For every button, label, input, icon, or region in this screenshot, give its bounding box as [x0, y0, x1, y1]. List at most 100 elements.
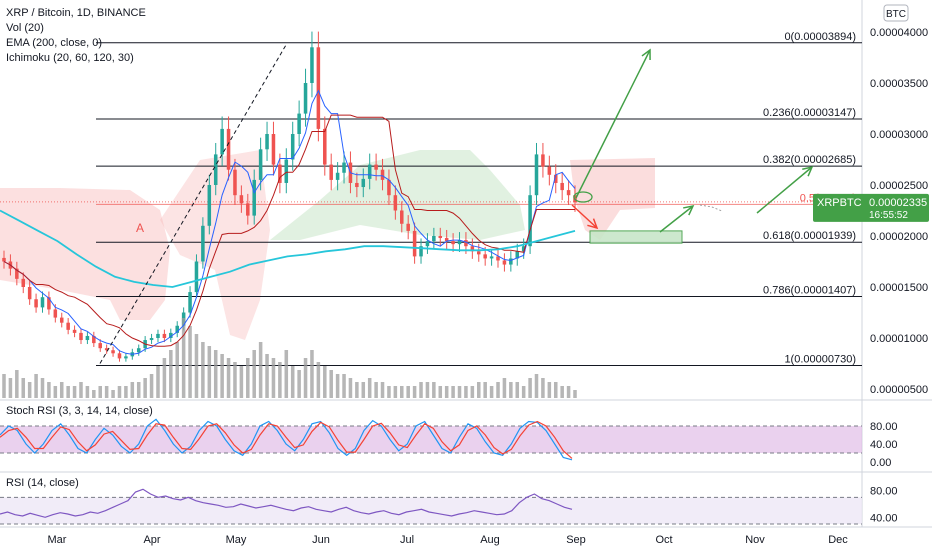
candle-body[interactable]	[226, 128, 231, 170]
candle-body[interactable]	[246, 203, 250, 216]
candle-body[interactable]	[92, 335, 96, 344]
candle-body[interactable]	[483, 254, 487, 259]
candle-body[interactable]	[566, 190, 571, 196]
candle-body[interactable]	[534, 154, 539, 196]
candle-body[interactable]	[361, 178, 366, 188]
candle-body[interactable]	[85, 335, 90, 341]
candle-body[interactable]	[303, 83, 308, 114]
candle-body[interactable]	[406, 223, 410, 231]
candle-body[interactable]	[367, 164, 372, 179]
candle-body[interactable]	[53, 309, 58, 318]
candle-body[interactable]	[509, 258, 513, 265]
candle-body[interactable]	[451, 241, 455, 245]
candle-body[interactable]	[40, 297, 45, 308]
candle-body[interactable]	[496, 256, 500, 261]
volume-bar	[335, 374, 340, 398]
candle-body[interactable]	[464, 240, 468, 247]
candle-body[interactable]	[98, 343, 103, 349]
candle-body[interactable]	[278, 164, 282, 183]
candle-body[interactable]	[329, 164, 333, 180]
candle-body[interactable]	[553, 174, 558, 183]
candle-body[interactable]	[27, 287, 32, 300]
rsi-title: RSI (14, close)	[6, 477, 79, 489]
candle-body[interactable]	[207, 185, 212, 226]
candle-body[interactable]	[290, 134, 295, 160]
candle-body[interactable]	[136, 348, 141, 353]
candle-body[interactable]	[380, 169, 385, 180]
candle-body[interactable]	[79, 332, 83, 341]
candle-body[interactable]	[201, 225, 205, 262]
candle-body[interactable]	[66, 322, 70, 330]
candle-body[interactable]	[444, 238, 449, 242]
ichimoku-cloud-bearish	[570, 158, 655, 240]
candle-body[interactable]	[355, 182, 359, 188]
candle-body[interactable]	[400, 210, 404, 224]
candle-body[interactable]	[194, 261, 199, 293]
candle-body[interactable]	[149, 338, 154, 341]
candle-body[interactable]	[47, 297, 51, 310]
candle-body[interactable]	[521, 246, 526, 252]
candle-body[interactable]	[515, 251, 520, 259]
candle-body[interactable]	[425, 241, 430, 247]
candle-body[interactable]	[342, 162, 346, 173]
candle-body[interactable]	[284, 159, 289, 183]
candle-body[interactable]	[169, 332, 173, 338]
candle-body[interactable]	[156, 333, 160, 338]
candle-body[interactable]	[560, 182, 564, 191]
candle-body[interactable]	[233, 169, 237, 196]
candle-body[interactable]	[412, 230, 417, 257]
candle-body[interactable]	[316, 47, 321, 129]
candle-body[interactable]	[265, 134, 269, 150]
candle-body[interactable]	[104, 348, 109, 351]
indicator-label: Ichimoku (20, 60, 120, 30)	[6, 52, 134, 64]
candle-body[interactable]	[15, 268, 19, 279]
candle-body[interactable]	[297, 113, 301, 134]
candle-body[interactable]	[419, 246, 423, 257]
volume-bar	[130, 382, 135, 398]
currency-badge[interactable]	[883, 4, 909, 22]
candle-body[interactable]	[252, 179, 256, 216]
candle-body[interactable]	[111, 350, 115, 354]
stoch-k-line	[0, 418, 573, 461]
rsi-line	[0, 488, 573, 518]
fib-level-label: 0.786(0.00001407)	[763, 284, 856, 296]
candle-body[interactable]	[59, 317, 64, 323]
candle-body[interactable]	[124, 356, 128, 359]
candle-body[interactable]	[335, 172, 340, 180]
candle-body[interactable]	[438, 236, 443, 239]
candle-body[interactable]	[117, 353, 122, 359]
candle-body[interactable]	[476, 251, 481, 255]
candle-body[interactable]	[239, 195, 244, 204]
candle-body[interactable]	[470, 246, 475, 252]
candle-body[interactable]	[34, 299, 38, 308]
candle-body[interactable]	[541, 154, 545, 167]
candle-body[interactable]	[387, 179, 391, 196]
candle-body[interactable]	[213, 154, 218, 185]
candle-body[interactable]	[162, 333, 167, 338]
price-tag	[813, 193, 929, 222]
candle-body[interactable]	[547, 166, 552, 175]
candle-body[interactable]	[310, 47, 314, 83]
candle-body[interactable]	[175, 325, 179, 333]
time-axis-tick-label: Sep	[566, 534, 586, 546]
candle-body[interactable]	[323, 128, 327, 165]
volume-bar	[303, 358, 308, 398]
candle-body[interactable]	[502, 260, 507, 265]
candle-body[interactable]	[2, 257, 6, 262]
candle-body[interactable]	[258, 149, 263, 180]
candle-body[interactable]	[374, 164, 378, 170]
volume-bar	[66, 386, 70, 398]
candle-body[interactable]	[457, 240, 462, 245]
candle-body[interactable]	[489, 256, 494, 259]
candle-body[interactable]	[72, 329, 77, 333]
volume-bar	[15, 370, 19, 398]
candle-body[interactable]	[528, 195, 532, 247]
candle-body[interactable]	[21, 278, 26, 287]
candle-body[interactable]	[271, 134, 276, 165]
candle-body[interactable]	[393, 195, 398, 211]
candle-body[interactable]	[432, 236, 436, 242]
volume-bar	[406, 386, 410, 398]
candle-body[interactable]	[220, 128, 224, 155]
candle-body[interactable]	[188, 292, 192, 313]
